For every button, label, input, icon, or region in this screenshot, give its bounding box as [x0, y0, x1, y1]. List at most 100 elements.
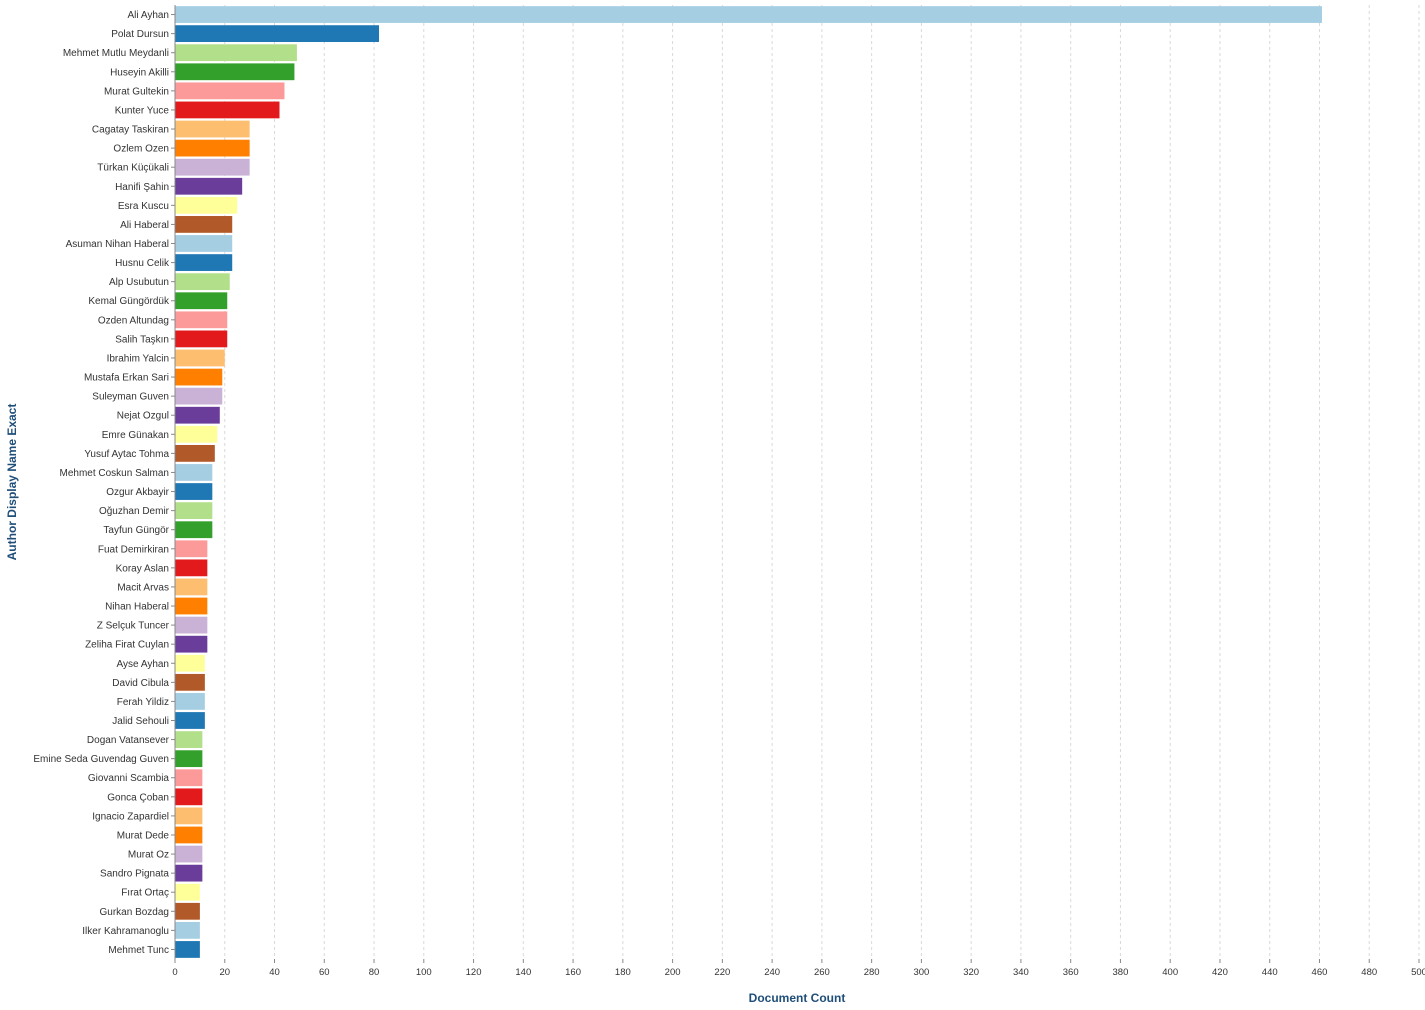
bar	[175, 25, 380, 43]
bar	[175, 139, 250, 157]
category-label: Ilker Kahramanoglu	[82, 926, 169, 937]
x-tick-label: 260	[814, 967, 830, 978]
category-label: Kunter Yuce	[115, 105, 170, 116]
x-tick-label: 160	[565, 967, 581, 978]
bar	[175, 330, 228, 348]
bar	[175, 311, 228, 329]
x-tick-label: 100	[416, 967, 432, 978]
category-label: Ibrahim Yalcin	[107, 353, 169, 364]
x-tick-label: 240	[764, 967, 780, 978]
x-tick-label: 200	[665, 967, 681, 978]
category-label: Asuman Nihan Haberal	[66, 239, 169, 250]
bar	[175, 731, 203, 748]
x-axis-ticks: 0 20 40 60 80 100 120 140 160 180 200 220 240 260 280 3…	[172, 959, 1425, 978]
x-tick-label: 40	[269, 967, 280, 978]
bar	[175, 864, 203, 882]
bar	[175, 349, 225, 367]
x-tick-label: 360	[1063, 967, 1079, 978]
x-tick-label: 20	[219, 967, 230, 978]
category-label: Türkan Küçükali	[97, 163, 169, 174]
x-tick-label: 460	[1312, 967, 1328, 978]
bar	[175, 406, 220, 424]
x-tick-label: 60	[319, 967, 330, 978]
x-tick-label: 120	[466, 967, 482, 978]
category-label: Fırat Ortaç	[121, 888, 169, 899]
x-tick-label: 440	[1262, 967, 1278, 978]
category-label: Suleyman Guven	[92, 392, 169, 403]
bar	[175, 502, 213, 520]
bar	[175, 921, 200, 939]
category-label: Sandro Pignata	[100, 869, 169, 880]
bar	[175, 464, 213, 481]
x-tick-label: 300	[913, 967, 929, 978]
category-label: Gurkan Bozdag	[100, 907, 170, 918]
category-label: Oğuzhan Demir	[99, 506, 170, 517]
bar	[175, 616, 208, 634]
bar	[175, 941, 200, 958]
bar	[175, 6, 1322, 23]
bar	[175, 845, 203, 863]
bar	[175, 101, 280, 119]
category-label: Kemal Güngördük	[88, 296, 170, 307]
bar	[175, 63, 295, 81]
category-label: Gonca Çoban	[107, 792, 169, 803]
category-label: Emre Günakan	[102, 430, 169, 441]
bar	[175, 769, 203, 787]
category-label: Z Selçuk Tuncer	[97, 621, 170, 632]
category-labels: Ali Ayhan Polat Dursun Mehmet Mutlu Meydan…	[33, 10, 175, 956]
category-label: Mehmet Tunc	[108, 945, 169, 956]
x-tick-label: 0	[172, 967, 177, 978]
x-tick-label: 280	[864, 967, 880, 978]
bar	[175, 177, 243, 195]
bar	[175, 578, 208, 596]
bar	[175, 292, 228, 310]
x-tick-label: 380	[1113, 967, 1129, 978]
bar	[175, 235, 233, 252]
category-label: Ignacio Zapardiel	[92, 811, 169, 822]
x-tick-label: 140	[515, 967, 531, 978]
category-label: Esra Kuscu	[118, 201, 169, 212]
bar	[175, 788, 203, 806]
category-label: Murat Dede	[117, 830, 170, 841]
x-axis-title: Document Count	[749, 991, 846, 1005]
bar	[175, 254, 233, 271]
bar	[175, 883, 200, 901]
category-label: Koray Aslan	[116, 563, 169, 574]
category-label: Alp Usubutun	[109, 277, 169, 288]
category-label: Giovanni Scambia	[88, 773, 170, 784]
bar	[175, 120, 250, 138]
category-label: Polat Dursun	[111, 29, 169, 40]
x-tick-label: 500	[1411, 967, 1425, 978]
bar	[175, 444, 215, 462]
bar	[175, 216, 233, 233]
bar	[175, 425, 218, 443]
category-label: Ali Haberal	[120, 220, 169, 231]
bar	[175, 597, 208, 615]
category-label: Husnu Celik	[115, 258, 170, 269]
bar	[175, 368, 223, 386]
bar	[175, 196, 238, 214]
category-label: Macit Arvas	[117, 582, 169, 593]
y-axis-title: Author Display Name Exact	[5, 404, 19, 561]
category-label: Yusuf Aytac Tohma	[84, 449, 169, 460]
bar	[175, 44, 297, 62]
category-label: Salih Taşkın	[115, 334, 169, 345]
x-tick-label: 400	[1162, 967, 1178, 978]
x-tick-label: 420	[1212, 967, 1228, 978]
category-label: Mehmet Mutlu Meydanli	[63, 48, 169, 59]
category-label: Emine Seda Guvendag Guven	[33, 754, 169, 765]
bar	[175, 712, 205, 729]
category-label: Tayfun Güngör	[103, 525, 169, 536]
category-label: Ayse Ayhan	[117, 659, 169, 670]
category-label: Nejat Ozgul	[117, 411, 169, 422]
bar	[175, 635, 208, 653]
category-label: Nihan Haberal	[105, 602, 169, 613]
category-label: Cagatay Taskiran	[92, 125, 169, 136]
bars	[175, 6, 1322, 958]
category-label: Fuat Demirkiran	[98, 544, 169, 555]
x-tick-label: 340	[1013, 967, 1029, 978]
bar	[175, 673, 205, 691]
bar	[175, 273, 230, 291]
bar	[175, 750, 203, 768]
